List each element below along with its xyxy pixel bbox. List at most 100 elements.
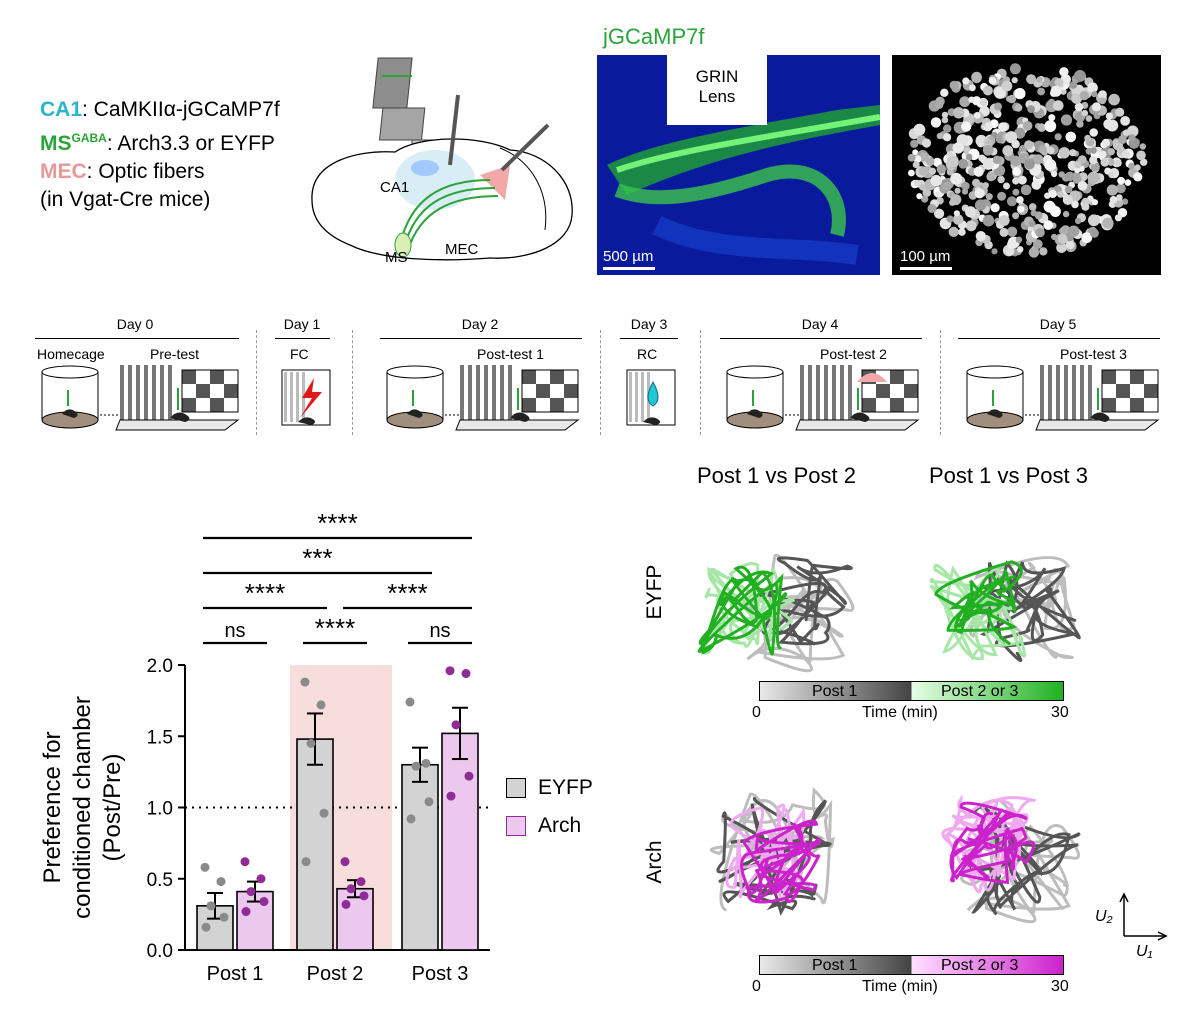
cell (965, 220, 977, 232)
rc-label: RC (637, 346, 658, 362)
significance-label: **** (387, 578, 427, 608)
cell (1001, 80, 1013, 92)
axis-u2-label: U₂ (1095, 908, 1113, 925)
cage-top (966, 365, 1024, 379)
data-point (421, 758, 431, 768)
cell (974, 199, 987, 211)
trajectory (757, 556, 853, 646)
cell (1024, 140, 1034, 150)
cell (1051, 170, 1058, 178)
cell (1062, 193, 1070, 200)
checker (890, 370, 904, 384)
cell (1064, 185, 1073, 194)
cell (908, 169, 915, 177)
stripe (290, 372, 293, 422)
stripe (136, 365, 140, 420)
cell (1011, 77, 1018, 84)
bar-eyfp-1 (296, 738, 334, 951)
x-tick-label: Post 3 (412, 963, 469, 985)
cell (1073, 171, 1080, 179)
cell (1074, 102, 1084, 112)
day-3-label: Day 3 (630, 316, 668, 332)
bar-arch-2 (441, 732, 479, 951)
checker (1144, 384, 1158, 398)
post3-label: Post-test 3 (1060, 346, 1127, 362)
stripe (284, 372, 287, 422)
cell (991, 248, 998, 255)
stripe (120, 365, 124, 420)
cell (961, 121, 972, 132)
cell (1031, 180, 1042, 190)
injection-legend: CA1: CaMKIIα-jGCaMP7f MSGABA: Arch3.3 or… (40, 96, 280, 214)
cell (1028, 220, 1036, 228)
cell (1089, 156, 1098, 165)
cell (1088, 214, 1100, 227)
checker (550, 370, 564, 384)
stripe (824, 365, 828, 420)
cell (1012, 188, 1020, 196)
y-tick-label: 0.5 (147, 870, 173, 891)
homecage-drawing (966, 365, 1045, 429)
cell (942, 181, 952, 191)
cell (1024, 159, 1035, 170)
trajectory (697, 565, 788, 656)
cell (982, 214, 995, 227)
stripe (144, 365, 148, 420)
cell (1120, 116, 1130, 126)
time-end-bottom: 30 (1051, 978, 1069, 995)
significance-label: ns (429, 620, 450, 642)
umap-col-title-2: Post 1 vs Post 3 (929, 463, 1088, 488)
divider-1 (256, 330, 257, 435)
cell (930, 174, 942, 187)
cell (1037, 87, 1045, 96)
homecage-drawing (726, 365, 805, 429)
scale-bar-left (603, 267, 655, 270)
cell (1033, 239, 1043, 249)
data-point (301, 857, 311, 867)
cell (1062, 210, 1070, 218)
divider-5 (940, 330, 941, 435)
cage-top (41, 365, 99, 379)
significance-label: *** (302, 543, 332, 573)
stripe (848, 365, 852, 420)
data-point (316, 700, 326, 710)
data-point (340, 857, 350, 867)
cell (1090, 162, 1100, 172)
cell (1079, 90, 1089, 101)
data-point (359, 891, 369, 901)
brain-label-ms: MS (385, 249, 408, 265)
arena-floor (1035, 419, 1160, 431)
water-drop-icon (647, 380, 659, 407)
fc-label: FC (290, 346, 309, 362)
mouse-icon (1090, 412, 1110, 422)
y-axis-label-line: conditioned chamber (69, 696, 96, 919)
cell (921, 195, 929, 203)
cell (1074, 70, 1086, 82)
data-point (464, 771, 474, 781)
cell (1044, 120, 1057, 133)
data-point (306, 738, 316, 748)
legend-swatch-eyfp (506, 778, 526, 798)
checker (876, 384, 890, 398)
cell (921, 138, 932, 148)
homecage-label: Homecage (37, 346, 105, 362)
cell (1128, 134, 1136, 142)
time-label-bottom: Time (min) (862, 978, 938, 995)
legend-item-eyfp: EYFP (506, 776, 593, 800)
cell (954, 187, 961, 194)
cell (1065, 171, 1075, 182)
cell (946, 215, 954, 223)
significance-label: **** (315, 613, 355, 643)
cell (971, 71, 982, 83)
data-point (451, 720, 461, 730)
cell (1012, 177, 1020, 185)
bar-label-post1-bottom: Post 1 (812, 957, 858, 974)
cell (1033, 154, 1044, 165)
cell (1059, 226, 1069, 236)
stripe (168, 365, 172, 420)
data-point (406, 814, 416, 824)
time-end-top: 30 (1051, 704, 1069, 721)
stripe (832, 365, 836, 420)
cell (1089, 128, 1098, 137)
day-5-line (958, 338, 1160, 339)
